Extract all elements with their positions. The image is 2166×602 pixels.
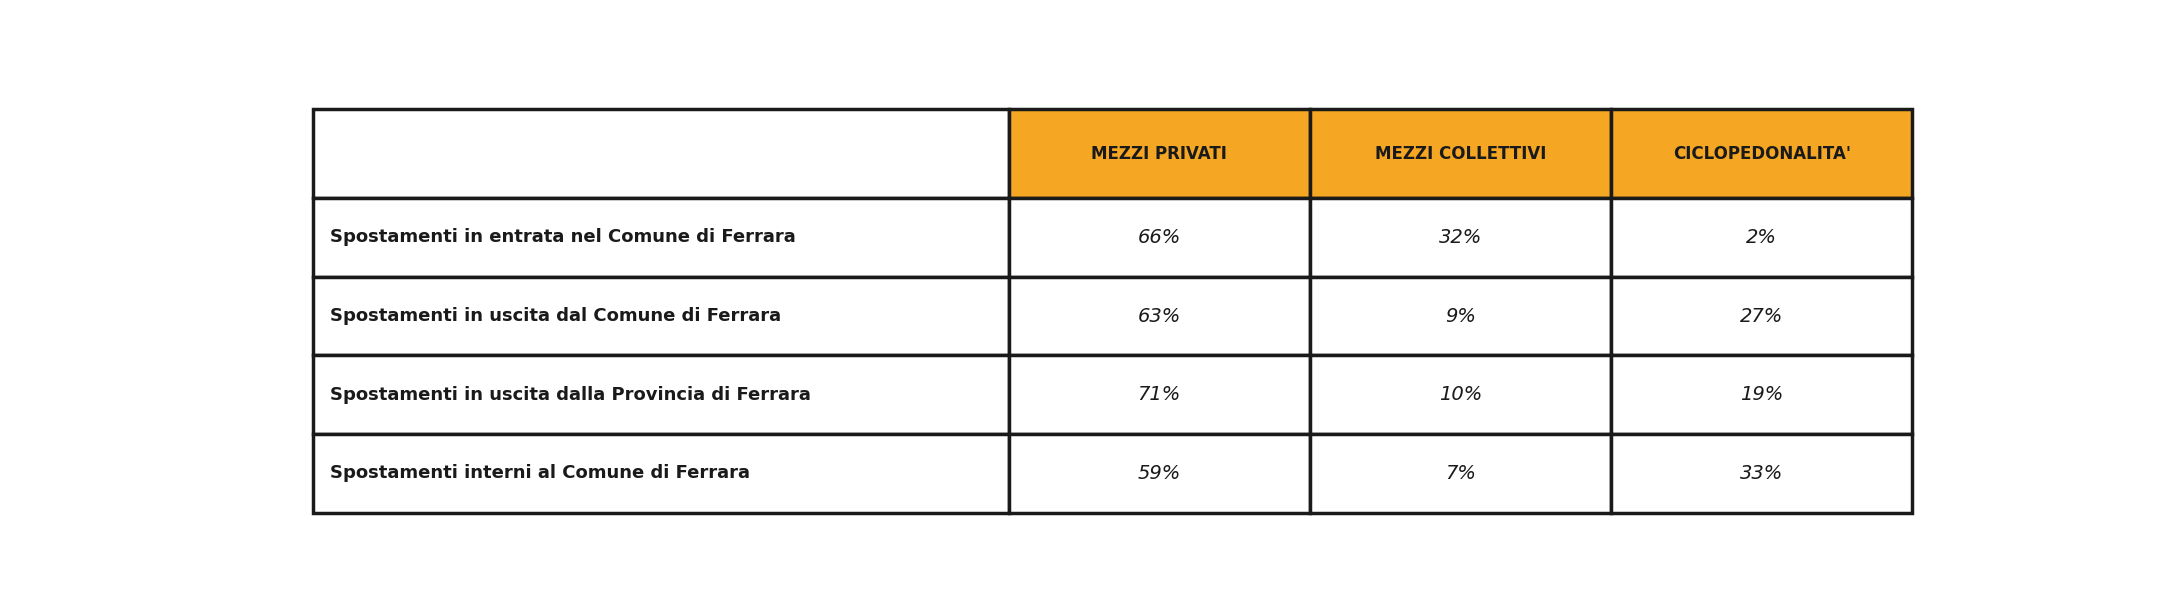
Bar xyxy=(312,434,1009,512)
Bar xyxy=(312,198,1009,277)
Text: Spostamenti in uscita dalla Provincia di Ferrara: Spostamenti in uscita dalla Provincia di… xyxy=(329,386,810,404)
Text: 10%: 10% xyxy=(1438,385,1482,404)
Bar xyxy=(1612,110,1913,198)
Bar xyxy=(1310,110,1612,198)
Text: 19%: 19% xyxy=(1739,385,1783,404)
Text: 27%: 27% xyxy=(1739,306,1783,326)
Text: 33%: 33% xyxy=(1739,464,1783,483)
Bar xyxy=(1612,355,1913,434)
Bar xyxy=(1612,277,1913,355)
Text: Spostamenti interni al Comune di Ferrara: Spostamenti interni al Comune di Ferrara xyxy=(329,464,749,482)
Text: 7%: 7% xyxy=(1445,464,1475,483)
Bar xyxy=(1310,198,1612,277)
Bar xyxy=(312,110,1009,198)
Text: 32%: 32% xyxy=(1438,228,1482,247)
Text: MEZZI PRIVATI: MEZZI PRIVATI xyxy=(1092,144,1228,163)
Bar xyxy=(1009,355,1310,434)
Bar xyxy=(1009,277,1310,355)
Text: CICLOPEDONALITA': CICLOPEDONALITA' xyxy=(1672,144,1850,163)
Bar xyxy=(312,277,1009,355)
Text: MEZZI COLLETTIVI: MEZZI COLLETTIVI xyxy=(1375,144,1547,163)
Text: 63%: 63% xyxy=(1137,306,1180,326)
Bar xyxy=(1612,434,1913,512)
Bar xyxy=(1612,198,1913,277)
Text: 59%: 59% xyxy=(1137,464,1180,483)
Text: 71%: 71% xyxy=(1137,385,1180,404)
Bar xyxy=(1009,198,1310,277)
Text: 9%: 9% xyxy=(1445,306,1475,326)
Text: 2%: 2% xyxy=(1746,228,1778,247)
Bar xyxy=(1310,355,1612,434)
Text: 66%: 66% xyxy=(1137,228,1180,247)
Bar xyxy=(1009,110,1310,198)
Text: Spostamenti in uscita dal Comune di Ferrara: Spostamenti in uscita dal Comune di Ferr… xyxy=(329,307,780,325)
Bar xyxy=(312,355,1009,434)
Text: Spostamenti in entrata nel Comune di Ferrara: Spostamenti in entrata nel Comune di Fer… xyxy=(329,228,795,246)
Bar xyxy=(1310,277,1612,355)
Bar xyxy=(1310,434,1612,512)
Bar xyxy=(1009,434,1310,512)
